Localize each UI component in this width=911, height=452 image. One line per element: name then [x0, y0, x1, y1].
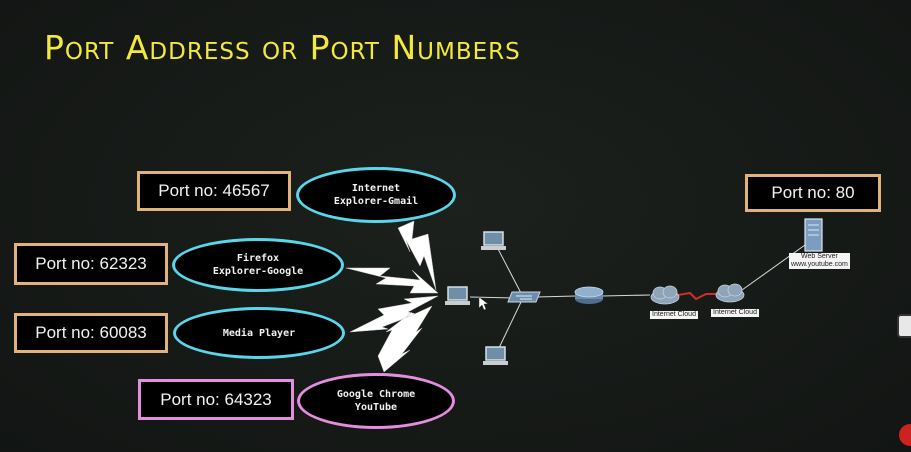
link-router-cloud	[601, 294, 651, 297]
pc-middle-icon	[445, 286, 470, 305]
link-pc-bottom-switch	[496, 299, 523, 353]
mouse-cursor-icon	[478, 296, 489, 311]
app-ellipse-google-chrome: Google Chrome YouTube	[297, 373, 455, 429]
app-label-line1: Internet	[351, 183, 401, 194]
lightning-bolt-4	[377, 305, 433, 373]
port-box-1: Port no: 46567	[137, 171, 291, 211]
cloud-2-label: Internet Cloud	[711, 309, 759, 317]
server-port-box: Port no: 80	[745, 174, 881, 212]
floating-action-button[interactable]	[899, 424, 911, 446]
server-label-line1: Web Server	[800, 253, 838, 260]
link-switch-router	[535, 295, 577, 298]
cloud-1-icon	[650, 285, 680, 305]
server-label-line2: www.youtube.com	[791, 261, 848, 268]
app-label-line2: YouTube	[354, 402, 398, 413]
app-label-line2: Explorer-Gmail	[333, 196, 419, 207]
app-label-line1: Media Player	[222, 327, 296, 339]
lightning-bolt-3	[349, 295, 439, 333]
app-ellipse-media-player: Media Player	[173, 307, 345, 359]
web-server-icon	[804, 218, 823, 252]
slide-title: Port Address or Port Numbers	[44, 28, 521, 67]
lightning-bolt-2	[345, 267, 439, 294]
wan-link	[677, 291, 716, 301]
port-box-4: Port no: 64323	[138, 379, 294, 420]
side-panel-toggle[interactable]	[897, 314, 911, 338]
router-icon	[574, 286, 604, 304]
app-ellipse-firefox: Firefox Explorer-Google	[172, 238, 344, 292]
pc-bottom-icon	[483, 346, 508, 365]
app-label-line1: Firefox	[236, 253, 280, 264]
link-pc-switch	[469, 296, 513, 299]
app-label-line2: Explorer-Google	[212, 266, 304, 277]
server-label: Web Server www.youtube.com	[789, 253, 850, 269]
cloud-2-icon	[715, 283, 745, 303]
link-cloud-server	[741, 244, 806, 291]
link-pc-top-switch	[496, 246, 523, 296]
lightning-bolt-1	[397, 220, 437, 291]
cloud-1-label: Internet Cloud	[650, 311, 698, 319]
switch-icon	[507, 291, 541, 303]
port-box-2: Port no: 62323	[14, 243, 168, 285]
port-box-3: Port no: 60083	[14, 313, 168, 353]
app-ellipse-internet-explorer: Internet Explorer-Gmail	[296, 167, 456, 223]
app-label-line1: Google Chrome	[336, 389, 416, 400]
pc-top-icon	[481, 231, 506, 250]
